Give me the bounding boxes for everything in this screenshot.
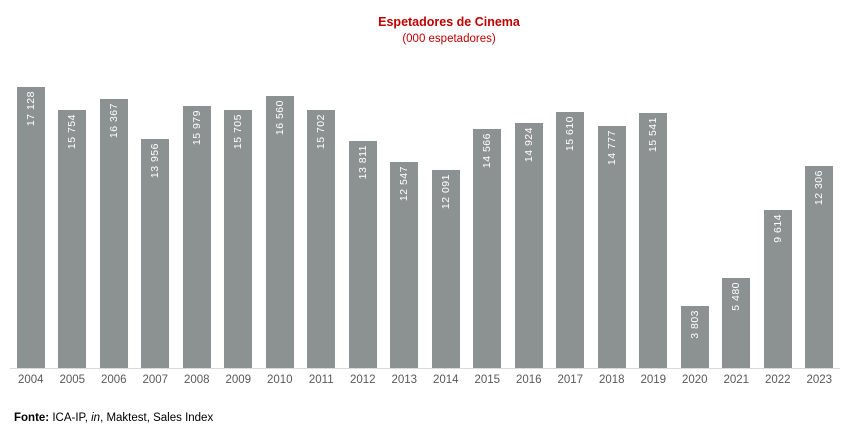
x-tick-label: 2004: [17, 374, 44, 386]
bar-2018: 14 777: [597, 125, 626, 368]
bar-group-2016: 14 924: [508, 87, 550, 368]
chart-title: Espetadores de Cinema: [378, 15, 520, 29]
bar-2009: 15 705: [224, 110, 253, 368]
bar-2015: 14 566: [473, 129, 502, 368]
bar-2022: 9 614: [763, 210, 792, 368]
bar-value-label: 14 566: [481, 133, 494, 169]
bar-value-label: 15 979: [190, 109, 203, 145]
bar-2023: 12 306: [805, 166, 834, 368]
bar-group-2023: 12 306: [799, 87, 841, 368]
bar-2011: 15 702: [307, 110, 336, 368]
bar-value-label: 15 541: [647, 117, 660, 153]
bar-value-label: 13 956: [149, 143, 162, 179]
x-tick-label: 2006: [100, 374, 127, 386]
bar-group-2004: 17 128: [10, 87, 52, 368]
x-tick-label: 2018: [598, 374, 625, 386]
x-tick-label: 2010: [266, 374, 293, 386]
x-tick-label: 2014: [432, 374, 459, 386]
bar-2014: 12 091: [431, 169, 460, 368]
x-tick-label: 2012: [349, 374, 376, 386]
bar-value-label: 17 128: [24, 91, 37, 127]
x-tick-label: 2020: [681, 374, 708, 386]
bar-2010: 16 560: [265, 96, 294, 368]
x-tick-label: 2011: [308, 374, 334, 386]
bar-value-label: 3 803: [688, 309, 701, 339]
bar-2005: 15 754: [58, 109, 87, 368]
bar-group-2013: 12 547: [384, 87, 426, 368]
x-tick-label: 2023: [806, 374, 833, 386]
bar-group-2008: 15 979: [176, 87, 218, 368]
x-tick-label: 2005: [59, 374, 86, 386]
bar-2012: 13 811: [348, 141, 377, 368]
bar-value-label: 15 610: [564, 115, 577, 152]
bar-value-label: 14 777: [605, 129, 618, 165]
bar-group-2019: 15 541: [633, 87, 675, 368]
bar-value-label: 12 306: [813, 170, 826, 206]
plot-area: 17 128 15 754 16 367 13 956 15 979 15 705 16 5…: [10, 87, 840, 369]
bar-2019: 15 541: [639, 113, 668, 368]
bar-2006: 16 367: [99, 99, 128, 368]
bar-group-2010: 16 560: [259, 87, 301, 368]
bar-2017: 15 610: [556, 111, 585, 368]
bar-value-label: 9 614: [771, 214, 784, 244]
bar-group-2005: 15 754: [52, 87, 94, 368]
x-tick-label: 2013: [391, 374, 418, 386]
x-tick-label: 2007: [142, 374, 169, 386]
x-tick-label: 2016: [515, 374, 542, 386]
bar-group-2009: 15 705: [218, 87, 260, 368]
bar-2004: 17 128: [16, 87, 45, 368]
bar-2016: 14 924: [514, 123, 543, 368]
bar-value-label: 16 367: [107, 103, 120, 139]
bar-value-label: 14 924: [522, 127, 535, 163]
bar-value-label: 16 560: [273, 100, 286, 136]
bar-value-label: 12 547: [398, 166, 411, 202]
x-tick-label: 2019: [640, 374, 667, 386]
bar-2013: 12 547: [390, 162, 419, 368]
bar-group-2017: 15 610: [550, 87, 592, 368]
x-tick-label: 2009: [225, 374, 252, 386]
bar-group-2014: 12 091: [425, 87, 467, 368]
bar-group-2020: 3 803: [674, 87, 716, 368]
x-tick-label: 2015: [474, 374, 501, 386]
bar-2021: 5 480: [722, 278, 751, 368]
x-tick-label: 2017: [557, 374, 584, 386]
bar-value-label: 15 705: [232, 114, 245, 150]
bar-group-2015: 14 566: [467, 87, 509, 368]
source-text-italic: in: [91, 412, 101, 424]
bar-value-label: 5 480: [730, 282, 743, 311]
chart-subtitle: (000 espetadores): [402, 33, 496, 46]
bar-2008: 15 979: [182, 105, 211, 368]
bar-group-2012: 13 811: [342, 87, 384, 368]
bar-value-label: 15 702: [315, 114, 328, 150]
source-text-1: ICA-IP,: [49, 412, 92, 424]
x-tick-label: 2008: [183, 374, 210, 386]
bar-group-2007: 13 956: [135, 87, 177, 368]
bar-group-2022: 9 614: [757, 87, 799, 368]
bar-value-label: 15 754: [66, 113, 79, 149]
source-text-2: , Maktest, Sales Index: [100, 412, 214, 424]
bar-2020: 3 803: [680, 305, 709, 368]
bar-value-label: 12 091: [439, 173, 452, 209]
x-axis: 2004 2005 2006 2007 2008 2009 2010 2011 2012 2013…: [10, 374, 840, 386]
bar-value-label: 13 811: [356, 145, 369, 180]
x-tick-label: 2022: [764, 374, 791, 386]
bar-group-2018: 14 777: [591, 87, 633, 368]
chart-header: Espetadores de Cinema (000 espetadores): [44, 13, 854, 48]
bar-group-2006: 16 367: [93, 87, 135, 368]
bar-group-2021: 5 480: [716, 87, 758, 368]
source-label: Fonte:: [14, 412, 50, 424]
source-note: Fonte: ICA-IP, in, Maktest, Sales Index: [14, 412, 213, 424]
bar-group-2011: 15 702: [301, 87, 343, 368]
bar-2007: 13 956: [141, 139, 170, 368]
x-tick-label: 2021: [723, 374, 750, 386]
